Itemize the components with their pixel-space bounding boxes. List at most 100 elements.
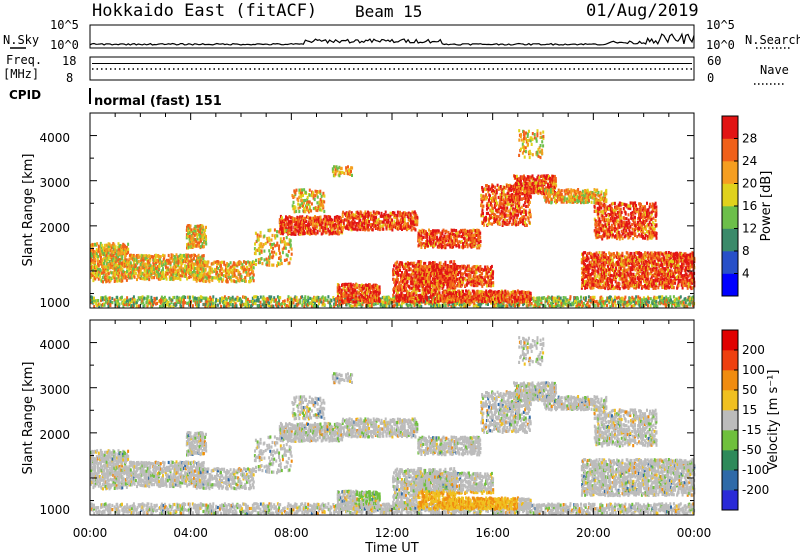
power-cell xyxy=(307,200,310,204)
power-cell xyxy=(473,239,476,243)
power-cell xyxy=(341,170,344,175)
power-cell xyxy=(692,303,695,308)
power-cell xyxy=(341,283,344,287)
power-cell xyxy=(387,221,390,225)
power-cell xyxy=(437,229,440,233)
power-cell xyxy=(418,304,421,308)
power-cell xyxy=(108,266,111,270)
power-cell xyxy=(686,304,689,308)
power-cell xyxy=(412,220,415,224)
power-cell xyxy=(658,295,661,299)
power-cell xyxy=(311,193,314,198)
power-cell xyxy=(367,215,370,219)
power-cell xyxy=(117,299,120,303)
power-cell xyxy=(154,298,157,302)
power-cell xyxy=(226,302,229,306)
power-cell xyxy=(446,296,449,300)
power-cell xyxy=(322,229,325,233)
power-cell xyxy=(94,274,97,278)
power-cell xyxy=(207,271,210,275)
power-cell xyxy=(601,301,604,306)
power-cell xyxy=(447,230,450,235)
power-cell xyxy=(126,299,128,303)
power-cell xyxy=(93,296,95,300)
power-cell xyxy=(295,209,298,213)
power-cell xyxy=(540,300,543,305)
power-cell xyxy=(300,218,303,222)
power-cell xyxy=(250,279,252,283)
power-cell xyxy=(538,302,541,306)
power-cell xyxy=(391,218,394,222)
power-cell xyxy=(221,267,224,271)
power-cell xyxy=(370,304,373,308)
power-cell xyxy=(156,301,159,305)
power-cell xyxy=(219,274,222,279)
power-cell xyxy=(176,295,179,299)
power-cell xyxy=(407,265,410,269)
power-cell xyxy=(108,296,111,300)
power-cell xyxy=(341,228,344,232)
power-cell xyxy=(253,260,256,264)
power-cell xyxy=(155,296,158,300)
power-cell xyxy=(208,280,211,284)
power-cell xyxy=(355,296,358,301)
power-cell xyxy=(148,273,151,277)
power-cell xyxy=(429,285,431,289)
power-cell xyxy=(194,296,196,300)
power-cell xyxy=(201,236,204,240)
power-cell xyxy=(107,263,110,267)
power-cell xyxy=(380,214,383,218)
power-cell xyxy=(566,303,569,308)
power-cell xyxy=(196,260,199,264)
power-cell xyxy=(282,221,284,225)
power-cell xyxy=(395,226,398,230)
power-cell xyxy=(565,299,568,303)
power-cell xyxy=(316,208,319,213)
power-cell xyxy=(154,272,157,276)
power-cell xyxy=(293,189,296,193)
power-cell xyxy=(409,303,412,307)
power-cell xyxy=(170,301,173,305)
power-cell xyxy=(323,222,326,226)
power-cell xyxy=(103,275,106,279)
power-cell xyxy=(404,222,407,226)
power-cell xyxy=(316,201,319,205)
power-cell xyxy=(223,300,226,304)
power-cell xyxy=(425,230,427,234)
power-cell xyxy=(637,298,640,302)
power-cell xyxy=(477,235,480,239)
power-cell xyxy=(322,217,325,222)
power-cell xyxy=(414,271,417,275)
power-cell xyxy=(119,259,122,264)
power-cell xyxy=(375,215,377,220)
power-cell xyxy=(293,195,296,199)
power-cell xyxy=(91,296,94,300)
power-cell xyxy=(400,297,403,301)
power-cell xyxy=(692,295,695,299)
power-cell xyxy=(329,231,332,235)
power-cell xyxy=(305,302,308,306)
power-cell xyxy=(680,301,683,305)
power-cell xyxy=(129,297,132,301)
power-cell xyxy=(222,304,225,308)
power-cell xyxy=(428,300,431,304)
power-cell xyxy=(349,172,352,176)
power-cell xyxy=(180,262,183,266)
power-cell xyxy=(193,233,196,237)
power-cell xyxy=(159,258,162,262)
power-cell xyxy=(319,222,322,226)
power-cell xyxy=(244,304,247,308)
power-cell xyxy=(117,245,120,250)
power-cell xyxy=(105,272,108,276)
power-cell xyxy=(158,272,161,276)
power-cell xyxy=(92,278,95,283)
power-cell xyxy=(187,268,190,272)
power-cell xyxy=(332,296,335,300)
power-cell xyxy=(273,296,276,300)
power-cell xyxy=(203,241,206,245)
power-cell xyxy=(540,298,543,302)
power-cell xyxy=(189,267,192,271)
power-cell xyxy=(369,211,372,215)
power-cell xyxy=(362,284,365,288)
power-cell xyxy=(207,260,210,264)
